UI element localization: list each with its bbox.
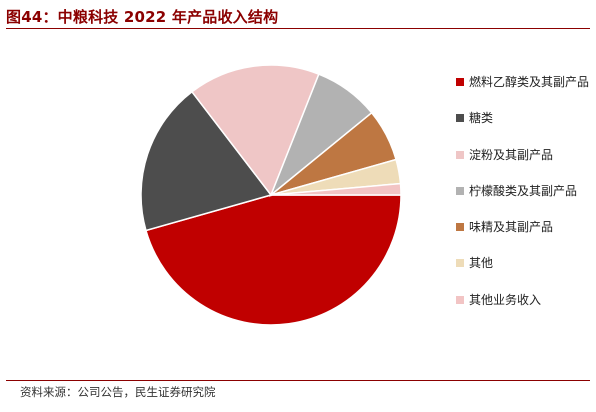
legend-swatch [456, 295, 464, 304]
legend-item-2: 糖类 [456, 109, 589, 145]
legend-swatch [456, 186, 464, 195]
source-note: 资料来源：公司公告，民生证券研究院 [20, 385, 216, 399]
legend-item-1: 燃料乙醇类及其副产品 [456, 73, 589, 109]
legend-swatch [456, 78, 464, 86]
pie-slice-3 [190, 64, 320, 197]
legend-label: 其他业务收入 [469, 292, 542, 307]
legend-label: 味精及其副产品 [469, 220, 554, 235]
pie-slice-2 [140, 90, 273, 232]
legend-swatch [456, 150, 464, 159]
pie-slice-1 [145, 194, 402, 326]
legend-swatch [456, 223, 464, 232]
legend-item-6: 其他 [456, 254, 589, 290]
pie-slice-7 [270, 182, 402, 196]
legend-label: 淀粉及其副产品 [469, 147, 554, 162]
chart-legend: 燃料乙醇类及其副产品 糖类淀粉及其副产品柠檬酸类及其副产品 味精及其副产品 其他其他业… [456, 73, 589, 327]
chart-title: 图44：中粮科技 2022 年产品收入结构 [6, 8, 279, 26]
legend-item-4: 柠檬酸类及其副产品 [456, 182, 589, 218]
legend-label: 其他 [469, 256, 494, 271]
legend-item-7: 其他业务收入 [456, 291, 589, 327]
legend-item-3: 淀粉及其副产品 [456, 146, 589, 182]
title-divider [6, 28, 590, 29]
legend-label: 柠檬酸类及其副产品 [469, 183, 578, 198]
legend-label: 燃料乙醇类及其副产品 [469, 75, 590, 89]
legend-swatch [456, 259, 464, 268]
footer-divider [6, 380, 590, 381]
legend-swatch [456, 114, 464, 123]
legend-label: 糖类 [469, 111, 494, 126]
legend-item-5: 味精及其副产品 [456, 218, 589, 254]
